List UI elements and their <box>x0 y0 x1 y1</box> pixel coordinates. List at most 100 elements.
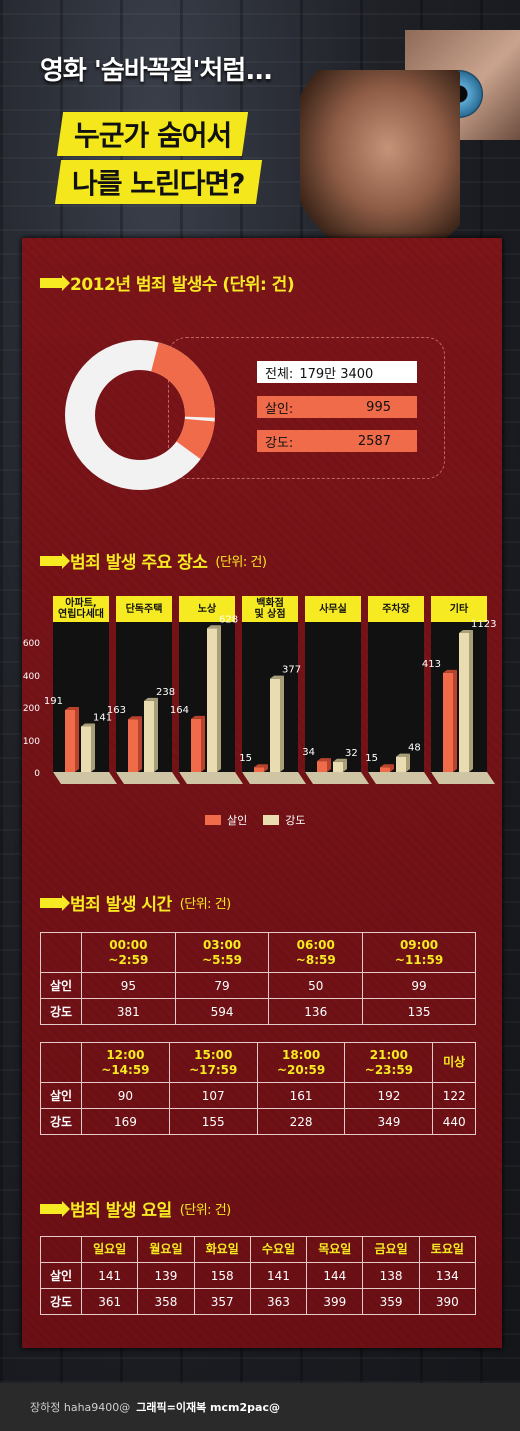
table-cell: 381 <box>81 998 176 1025</box>
bar-value-label: 191 <box>44 696 63 707</box>
arrow-icon <box>40 552 70 569</box>
table-row: 살인 95 79 50 99 <box>40 972 476 999</box>
arrow-icon <box>40 274 70 291</box>
row-header: 살인 <box>40 972 82 999</box>
bar-murder <box>317 758 331 772</box>
bar-value-label: 164 <box>170 705 189 716</box>
y-tick-label: 0 <box>34 769 40 779</box>
bar-robbery <box>270 675 284 772</box>
column-header: 미상 <box>432 1042 476 1083</box>
bar-murder <box>380 764 394 772</box>
bar-floor <box>305 772 369 784</box>
bar-robbery <box>333 758 347 772</box>
time-table-1: 00:00 ~2:59 03:00 ~5:59 06:00 ~8:59 09:00 ~11:5… <box>40 932 476 1025</box>
row-header: 살인 <box>40 1262 82 1289</box>
bar-floor <box>53 772 117 784</box>
bar-floor <box>179 772 243 784</box>
column-header: 00:00 ~2:59 <box>81 932 176 973</box>
column-header: 화요일 <box>193 1236 251 1263</box>
column-header: 월요일 <box>137 1236 195 1263</box>
column-header: 03:00 ~5:59 <box>174 932 270 973</box>
y-tick-label: 100 <box>23 737 40 747</box>
row-header: 강도 <box>40 998 82 1025</box>
legend-label-robbery: 강도 <box>285 814 306 827</box>
column-header: 12:00 ~14:59 <box>81 1042 170 1083</box>
table-corner <box>40 1042 82 1083</box>
table-cell: 122 <box>432 1082 476 1109</box>
column-header: 금요일 <box>362 1236 420 1263</box>
section-title-places: 범죄 발생 주요 장소 (단위: 건) <box>40 548 267 573</box>
table-cell: 192 <box>344 1082 434 1109</box>
table-corner <box>40 932 82 973</box>
table-cell: 134 <box>418 1262 477 1289</box>
bar-robbery <box>459 630 473 772</box>
table-cell: 158 <box>193 1262 251 1289</box>
stat-total: 전체: 179만 3400 <box>257 361 417 383</box>
stat-frame <box>168 337 445 479</box>
category-label: 백화점 및 상점 <box>242 596 298 622</box>
table-cell: 99 <box>362 972 476 999</box>
bar-floor <box>431 772 495 784</box>
bar-value-label: 15 <box>365 753 378 764</box>
table-cell: 358 <box>137 1288 195 1315</box>
row-header: 살인 <box>40 1082 82 1109</box>
category-label: 노상 <box>179 596 235 622</box>
category-column-bg <box>305 622 361 774</box>
category-label: 주차장 <box>368 596 424 622</box>
footer-graphic: 그래픽=이재복 mcm2pac@ <box>136 1401 280 1414</box>
table-cell: 138 <box>362 1262 420 1289</box>
bar-murder <box>65 706 79 772</box>
donut-slice-robbery <box>151 342 215 418</box>
column-header: 21:00 ~23:59 <box>344 1042 434 1083</box>
bar-value-label: 48 <box>408 743 421 754</box>
table-cell: 440 <box>432 1108 476 1135</box>
legend-swatch-murder <box>205 815 221 825</box>
footer-reporter: 장하정 haha9400@ <box>30 1401 131 1414</box>
y-tick-label: 200 <box>23 704 40 714</box>
table-cell: 79 <box>174 972 270 999</box>
table-cell: 359 <box>362 1288 420 1315</box>
table-cell: 349 <box>344 1108 434 1135</box>
table-cell: 361 <box>80 1288 139 1315</box>
column-header: 일요일 <box>80 1236 139 1263</box>
table-cell: 95 <box>81 972 176 999</box>
legend-label-murder: 살인 <box>227 814 248 827</box>
bar-murder <box>128 716 142 772</box>
arrow-icon <box>40 894 70 911</box>
bar-murder <box>443 669 457 772</box>
bar-robbery <box>396 753 410 772</box>
table-row: 강도 361 358 357 363 399 359 390 <box>40 1288 477 1315</box>
bar-murder <box>191 715 205 772</box>
header-band-2: 나를 노린다면? <box>54 160 262 204</box>
table-cell: 136 <box>268 998 364 1025</box>
table-cell: 357 <box>193 1288 251 1315</box>
table-cell: 594 <box>174 998 270 1025</box>
table-cell: 161 <box>256 1082 346 1109</box>
section-title-crime-count: 2012년 범죄 발생수 (단위: 건) <box>40 270 295 295</box>
actor-face-photo <box>300 70 460 245</box>
table-cell: 90 <box>81 1082 170 1109</box>
table-cell: 135 <box>362 998 476 1025</box>
table-row: 살인 141 139 158 141 144 138 134 <box>40 1262 477 1289</box>
table-cell: 228 <box>256 1108 346 1135</box>
bar-robbery <box>144 697 158 772</box>
bar-value-label: 163 <box>107 705 126 716</box>
column-header: 토요일 <box>418 1236 477 1263</box>
header-title: 영화 '숨바꼭질'처럼... <box>40 56 273 86</box>
bar-value-label: 1123 <box>471 619 496 630</box>
category-label: 기타 <box>431 596 487 622</box>
section-title-time: 범죄 발생 시간 (단위: 건) <box>40 890 231 915</box>
stat-murder: 살인: 995 <box>257 396 417 418</box>
y-tick-label: 400 <box>23 672 40 682</box>
table-cell: 141 <box>80 1262 139 1289</box>
table-cell: 169 <box>81 1108 170 1135</box>
category-label: 사무실 <box>305 596 361 622</box>
category-label: 아파트, 연립다세대 <box>53 596 109 622</box>
column-header: 목요일 <box>306 1236 364 1263</box>
row-header: 강도 <box>40 1108 82 1135</box>
table-row: 살인 90 107 161 192 122 <box>40 1082 476 1109</box>
donut-chart <box>65 340 215 490</box>
table-row: 강도 381 594 136 135 <box>40 998 476 1025</box>
column-header: 수요일 <box>249 1236 308 1263</box>
